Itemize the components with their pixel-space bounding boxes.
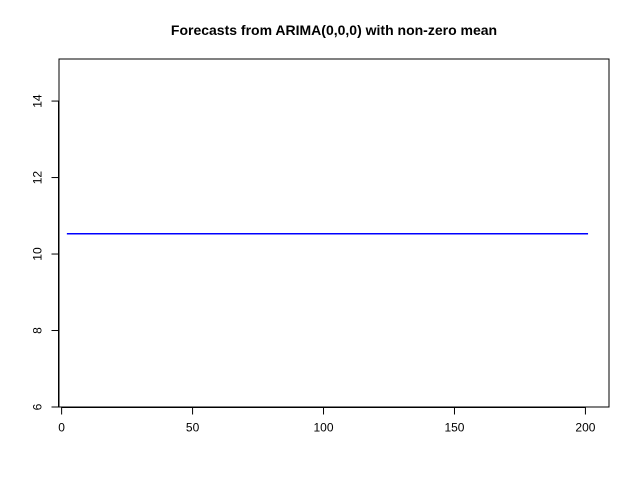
y-tick-label: 8 <box>31 327 45 334</box>
x-axis: 0 50 100 150 200 <box>58 407 596 435</box>
y-axis: 6 8 10 12 14 <box>31 94 59 410</box>
x-tick-label: 50 <box>186 421 200 435</box>
x-tick-label: 0 <box>58 421 65 435</box>
x-tick-label: 150 <box>444 421 464 435</box>
x-tick-label: 200 <box>575 421 595 435</box>
y-tick-label: 12 <box>31 171 45 185</box>
y-tick-label: 14 <box>31 94 45 108</box>
y-tick-label: 10 <box>31 247 45 261</box>
chart-title: Forecasts from ARIMA(0,0,0) with non-zer… <box>171 22 497 38</box>
y-tick-label: 6 <box>31 403 45 410</box>
x-tick-label: 100 <box>314 421 334 435</box>
